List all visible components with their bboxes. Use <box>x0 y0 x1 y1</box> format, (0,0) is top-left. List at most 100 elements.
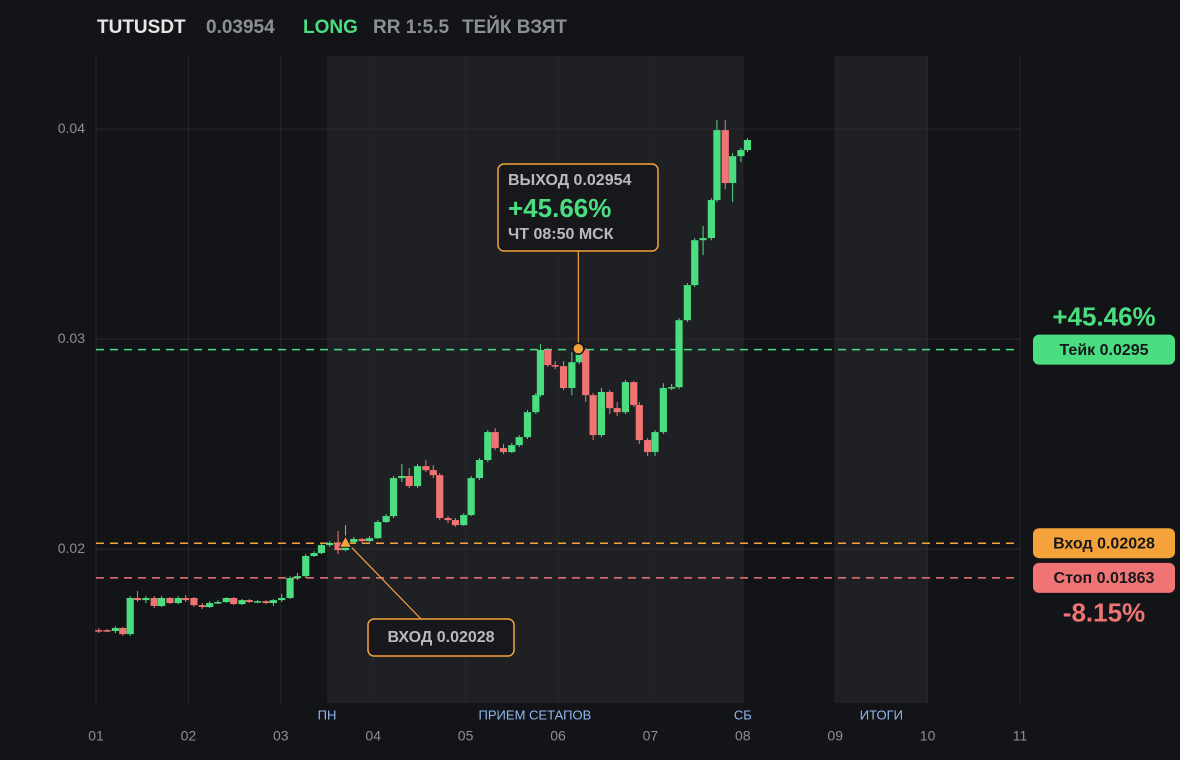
candle-body <box>190 598 198 606</box>
session-region <box>835 56 928 703</box>
candle-body <box>405 475 413 487</box>
level-label: Тейк 0.0295 <box>1059 342 1148 359</box>
candle-body <box>568 362 576 389</box>
candle-body <box>467 478 475 516</box>
candle-body <box>133 598 142 601</box>
candle-body <box>606 391 614 409</box>
candle-body <box>119 628 127 635</box>
candle-body <box>460 515 468 526</box>
candle-body <box>475 460 484 479</box>
candle-body <box>310 553 318 557</box>
candle-body <box>230 598 238 605</box>
y-tick-label: 0.04 <box>58 120 85 136</box>
entry-callout <box>367 618 515 657</box>
candle-body <box>544 349 552 366</box>
candle-body <box>651 432 659 453</box>
candle-body <box>126 598 134 635</box>
candle-body <box>713 130 721 201</box>
exit-marker <box>572 342 585 355</box>
entry-callout-label: ВХОД 0.02028 <box>387 629 494 646</box>
region-start-label: ПН <box>318 707 337 722</box>
level-badge <box>1033 562 1175 593</box>
candle-body <box>254 601 262 603</box>
candle-body <box>683 285 691 321</box>
candle-body <box>365 538 374 542</box>
price: 0.03954 <box>206 17 275 38</box>
x-tick-label: 07 <box>643 728 659 744</box>
candle-body <box>515 437 523 446</box>
candle-body <box>302 556 310 577</box>
candle-body <box>111 628 120 631</box>
candle-body <box>286 578 294 599</box>
status: ТЕЙК ВЗЯТ <box>462 16 567 38</box>
candle-body <box>222 598 230 602</box>
candle-body <box>589 395 597 436</box>
region-end-label: СБ <box>734 707 752 722</box>
candle-body <box>499 448 508 453</box>
x-tick-label: 05 <box>458 728 474 744</box>
candle-body <box>350 538 358 543</box>
level-label: Стоп 0.01863 <box>1054 570 1155 587</box>
candle-body <box>436 475 444 518</box>
candle-body <box>238 600 246 605</box>
candle-body <box>621 382 630 413</box>
x-tick-label: 06 <box>550 728 566 744</box>
candle-body <box>582 349 590 396</box>
exit-callout <box>497 163 659 252</box>
candle-body <box>382 516 390 522</box>
risk-reward: RR 1:5.5 <box>373 17 449 38</box>
candle-body <box>262 601 270 604</box>
candle-body <box>691 240 699 286</box>
x-tick-label: 03 <box>273 728 289 744</box>
candle-body <box>575 349 583 363</box>
candle-body <box>743 139 752 151</box>
candle-body <box>95 630 103 632</box>
region-label: ПРИЕМ СЕТАПОВ <box>479 707 592 722</box>
candle-body <box>536 349 545 396</box>
candle-body <box>269 600 278 604</box>
candle-body <box>245 600 253 602</box>
candle-body <box>103 630 111 632</box>
candle-body <box>559 366 568 389</box>
candle-body <box>358 538 366 542</box>
x-tick-label: 11 <box>1013 728 1028 744</box>
x-tick-label: 02 <box>181 728 197 744</box>
candle-body <box>158 598 166 606</box>
candle-body <box>142 598 150 601</box>
x-tick-label: 10 <box>920 728 936 744</box>
candle-body <box>635 405 643 441</box>
y-tick-label: 0.03 <box>58 330 85 346</box>
candle-body <box>182 598 190 601</box>
candle-body <box>707 200 715 239</box>
candle-body <box>413 466 422 487</box>
level-label: Вход 0.02028 <box>1053 535 1155 552</box>
candle-body <box>508 445 516 453</box>
candle-body <box>721 130 729 184</box>
header: TUTUSDT 0.03954 LONG RR 1:5.5 ТЕЙК ВЗЯТ <box>97 16 567 38</box>
level-percent: -8.15% <box>1063 598 1145 628</box>
candle-body <box>278 598 286 601</box>
candle-body <box>422 466 430 471</box>
x-tick-label: 08 <box>735 728 751 744</box>
symbol: TUTUSDT <box>97 17 186 38</box>
candle-body <box>729 156 737 184</box>
candle-body <box>523 412 532 438</box>
candle-body <box>659 388 667 433</box>
level-badge <box>1033 334 1175 365</box>
y-tick-label: 0.02 <box>58 540 85 556</box>
candle-body <box>206 603 214 608</box>
region-label: ИТОГИ <box>860 707 903 722</box>
candle-body <box>429 470 437 476</box>
candle-body <box>737 150 745 157</box>
candle-body <box>398 475 406 479</box>
candle-body <box>174 598 182 604</box>
candle-body <box>484 432 492 461</box>
candle-body <box>668 387 676 389</box>
candle-body <box>317 545 326 554</box>
x-tick-label: 09 <box>827 728 843 744</box>
callout-connector <box>349 544 422 620</box>
level-percent: +45.46% <box>1052 301 1155 331</box>
exit-callout-time: ЧТ 08:50 МСК <box>508 226 614 243</box>
candle-body <box>444 517 452 521</box>
